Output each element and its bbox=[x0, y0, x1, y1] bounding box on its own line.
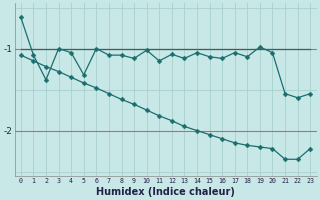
X-axis label: Humidex (Indice chaleur): Humidex (Indice chaleur) bbox=[96, 187, 235, 197]
